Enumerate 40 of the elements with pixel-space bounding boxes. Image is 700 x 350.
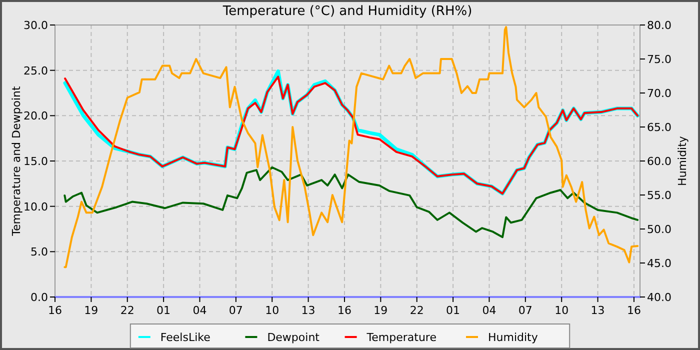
y2-tick-label: 75.0 xyxy=(647,53,672,66)
x-tick-label: 16 xyxy=(626,304,641,317)
chart-title: Temperature (°C) and Humidity (RH%) xyxy=(222,4,472,19)
x-tick-label: 19 xyxy=(84,304,98,317)
y2-tick-label: 55.0 xyxy=(647,189,672,202)
legend-label: Dewpoint xyxy=(267,331,320,344)
x-tick-label: 10 xyxy=(554,304,569,317)
y-tick-label: 20.0 xyxy=(24,110,48,123)
x-tick-label: 04 xyxy=(482,304,496,317)
x-tick-label: 10 xyxy=(265,304,280,317)
x-tick-label: 13 xyxy=(590,304,605,317)
y2-tick-label: 70.0 xyxy=(647,87,672,100)
x-tick-label: 13 xyxy=(301,304,316,317)
x-tick-label: 16 xyxy=(337,304,352,317)
y2-tick-label: 65.0 xyxy=(647,121,672,134)
x-tick-label: 07 xyxy=(228,304,243,317)
y-axis-title: Temperature and Dewpoint xyxy=(10,85,23,237)
x-tick-label: 01 xyxy=(156,304,171,317)
legend-label: Humidity xyxy=(488,331,538,344)
y2-tick-label: 80.0 xyxy=(647,19,672,32)
legend-label: Temperature xyxy=(366,331,437,344)
x-tick-label: 01 xyxy=(446,304,460,317)
x-tick-label: 04 xyxy=(192,304,207,317)
y2-axis-title: Humidity xyxy=(676,136,689,186)
x-tick-label: 19 xyxy=(374,304,388,317)
y-tick-label: 30.0 xyxy=(24,19,48,32)
y2-tick-label: 50.0 xyxy=(647,223,672,236)
y-tick-label: 25.0 xyxy=(24,64,48,78)
y2-tick-label: 60.0 xyxy=(647,155,672,168)
x-tick-label: 22 xyxy=(410,304,424,317)
x-tick-label: 07 xyxy=(518,304,532,317)
y-tick-label: 5.0 xyxy=(30,246,48,259)
y2-tick-label: 45.0 xyxy=(647,257,672,270)
y-tick-label: 15.0 xyxy=(24,155,48,168)
x-tick-label: 16 xyxy=(48,304,62,317)
y-tick-label: 10.0 xyxy=(24,200,48,214)
y2-tick-label: 40.0 xyxy=(647,291,672,304)
y-tick-label: 0.0 xyxy=(30,291,48,304)
legend-label: FeelsLike xyxy=(160,331,211,344)
x-tick-label: 22 xyxy=(120,304,134,317)
